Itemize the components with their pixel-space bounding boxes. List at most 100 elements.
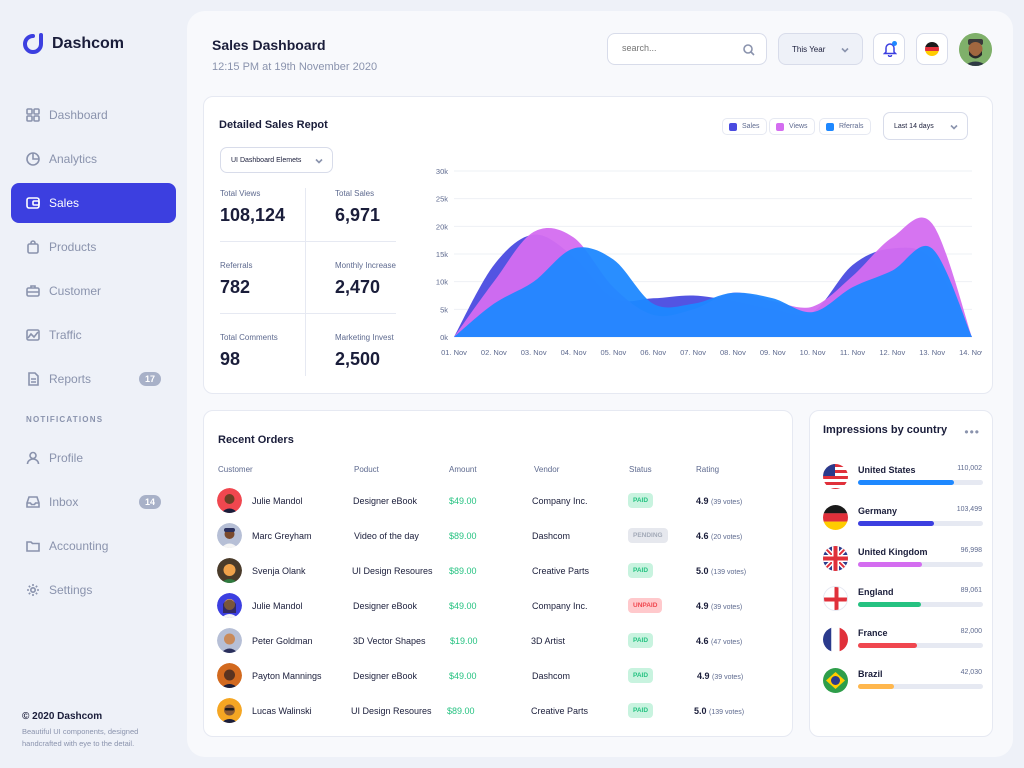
customer-name: Payton Mannings: [252, 671, 322, 681]
sidebar-item-profile[interactable]: Profile: [11, 438, 176, 478]
product-name: UI Design Resoures: [352, 566, 433, 576]
br-flag-icon: [823, 668, 848, 693]
period-select[interactable]: This Year: [778, 33, 863, 65]
sidebar-item-accounting[interactable]: Accounting: [11, 526, 176, 566]
bag-icon: [27, 240, 39, 254]
status-badge: PAID: [628, 563, 654, 578]
vendor-name: Dashcom: [532, 671, 571, 681]
stat-value: 6,971: [335, 205, 381, 225]
country-row: France 82,000: [810, 627, 994, 667]
recent-orders-card: Recent Orders Customer Poduct Amount Ven…: [203, 410, 793, 737]
grid-icon: [26, 108, 40, 122]
progress-track: [858, 684, 983, 689]
stat-label: Total Sales: [335, 189, 375, 198]
order-amount: $89.00: [449, 566, 477, 576]
sales-report-card: Detailed Sales Repot UI Dashboard Elemet…: [203, 96, 993, 394]
user-icon: [26, 451, 40, 465]
footer-tagline: Beautiful UI components, designed handcr…: [22, 727, 139, 748]
rating-score: 5.0: [694, 706, 707, 716]
x-tick-label: 03. Nov: [521, 348, 547, 357]
more-options-icon[interactable]: •••: [964, 425, 980, 439]
status-badge: PENDING: [628, 528, 668, 543]
us-flag-icon: [823, 464, 848, 489]
document-icon: [28, 372, 39, 386]
table-row[interactable]: Marc Greyham Video of the day $89.00 Das…: [204, 521, 794, 556]
sales-area-chart: 0k 5k 10k 15k 20k 25k 30k 01. Nov 02. Nov 03. Nov…: [436, 167, 982, 357]
x-tick-label: 06. Nov: [640, 348, 666, 357]
sidebar-item-inbox[interactable]: Inbox 14: [11, 482, 176, 522]
series-area-rferrals: [454, 245, 972, 337]
legend-referrals[interactable]: Rferrals: [819, 118, 871, 135]
progress-fill: [858, 602, 921, 607]
column-header-amount[interactable]: Amount: [449, 465, 477, 474]
country-row: Brazil 42,030: [810, 668, 994, 708]
source-select[interactable]: UI Dashboard Elemets: [220, 147, 333, 173]
y-tick-label: 25k: [436, 195, 448, 204]
rating: 4.9 (39 votes): [696, 601, 742, 611]
customer-name: Lucas Walinski: [252, 706, 312, 716]
x-tick-label: 14. Nov: [959, 348, 982, 357]
notifications-button[interactable]: [873, 33, 905, 65]
order-amount: $49.00: [449, 601, 477, 611]
x-tick-label: 08. Nov: [720, 348, 746, 357]
legend-views[interactable]: Views: [769, 118, 815, 135]
stat-label: Referrals: [220, 261, 253, 270]
x-tick-label: 07. Nov: [680, 348, 706, 357]
country-name: United Kingdom: [858, 547, 928, 557]
sidebar-item-traffic[interactable]: Traffic: [11, 315, 176, 355]
x-tick-label: 04. Nov: [561, 348, 587, 357]
rating: 4.6 (20 votes): [696, 531, 742, 541]
logo[interactable]: Dashcom: [22, 33, 124, 55]
stat-value: 108,124: [220, 205, 286, 225]
progress-fill: [858, 521, 935, 526]
table-row[interactable]: Lucas Walinski UI Design Resoures $89.00…: [204, 696, 794, 731]
column-header-rating[interactable]: Rating: [696, 465, 720, 474]
table-row[interactable]: Payton Mannings Designer eBook $49.00 Da…: [204, 661, 794, 696]
status-badge: PAID: [628, 703, 654, 718]
rating: 4.9 (39 votes): [696, 496, 742, 506]
sidebar-item-analytics[interactable]: Analytics: [11, 139, 176, 179]
sidebar-item-products[interactable]: Products: [11, 227, 176, 267]
recent-orders-title: Recent Orders: [218, 434, 294, 446]
image-chart-icon: [26, 329, 40, 341]
column-header-customer[interactable]: Customer: [218, 465, 253, 474]
table-row[interactable]: Julie Mandol Designer eBook $49.00 Compa…: [204, 486, 794, 521]
search-input[interactable]: [622, 43, 732, 53]
table-row[interactable]: Julie Mandol Designer eBook $49.00 Compa…: [204, 591, 794, 626]
x-tick-label: 09. Nov: [760, 348, 786, 357]
period-select-value: This Year: [792, 45, 826, 54]
customer-avatar: [217, 628, 242, 653]
column-header-vendor[interactable]: Vendor: [534, 465, 560, 474]
fr-flag-icon: [823, 627, 848, 652]
logo-icon: [23, 33, 43, 54]
progress-track: [858, 602, 983, 607]
sidebar: Dashcom Dashboard Analytics Sales Produc…: [0, 0, 187, 768]
sidebar-item-reports[interactable]: Reports 17: [11, 359, 176, 399]
column-header-product[interactable]: Poduct: [354, 465, 379, 474]
legend-label: Views: [789, 123, 808, 130]
x-tick-label: 05. Nov: [600, 348, 626, 357]
language-button[interactable]: [916, 33, 948, 65]
range-select[interactable]: Last 14 days: [883, 112, 968, 140]
country-row: United States 110,002: [810, 464, 994, 504]
vendor-name: 3D Artist: [531, 636, 566, 646]
sidebar-item-label: Dashboard: [49, 108, 108, 122]
x-tick-label: 02. Nov: [481, 348, 507, 357]
table-row[interactable]: Peter Goldman 3D Vector Shapes $19.00 3D…: [204, 626, 794, 661]
table-row[interactable]: Svenja Olank UI Design Resoures $89.00 C…: [204, 556, 794, 591]
progress-fill: [858, 684, 895, 689]
column-header-status[interactable]: Status: [629, 465, 652, 474]
sidebar-item-label: Settings: [49, 583, 93, 597]
sidebar-item-settings[interactable]: Settings: [11, 570, 176, 610]
chevron-down-icon: [950, 124, 958, 130]
footer-copyright: © 2020 Dashcom: [22, 711, 103, 722]
de-flag-icon: [925, 42, 939, 56]
customer-avatar: [217, 593, 242, 618]
rating-votes: (139 votes): [709, 709, 745, 716]
legend-sales[interactable]: Sales: [722, 118, 767, 135]
user-avatar[interactable]: [959, 33, 992, 66]
search-box[interactable]: [607, 33, 767, 65]
sidebar-item-customer[interactable]: Customer: [11, 271, 176, 311]
sidebar-item-dashboard[interactable]: Dashboard: [11, 95, 176, 135]
sidebar-item-sales[interactable]: Sales: [11, 183, 176, 223]
